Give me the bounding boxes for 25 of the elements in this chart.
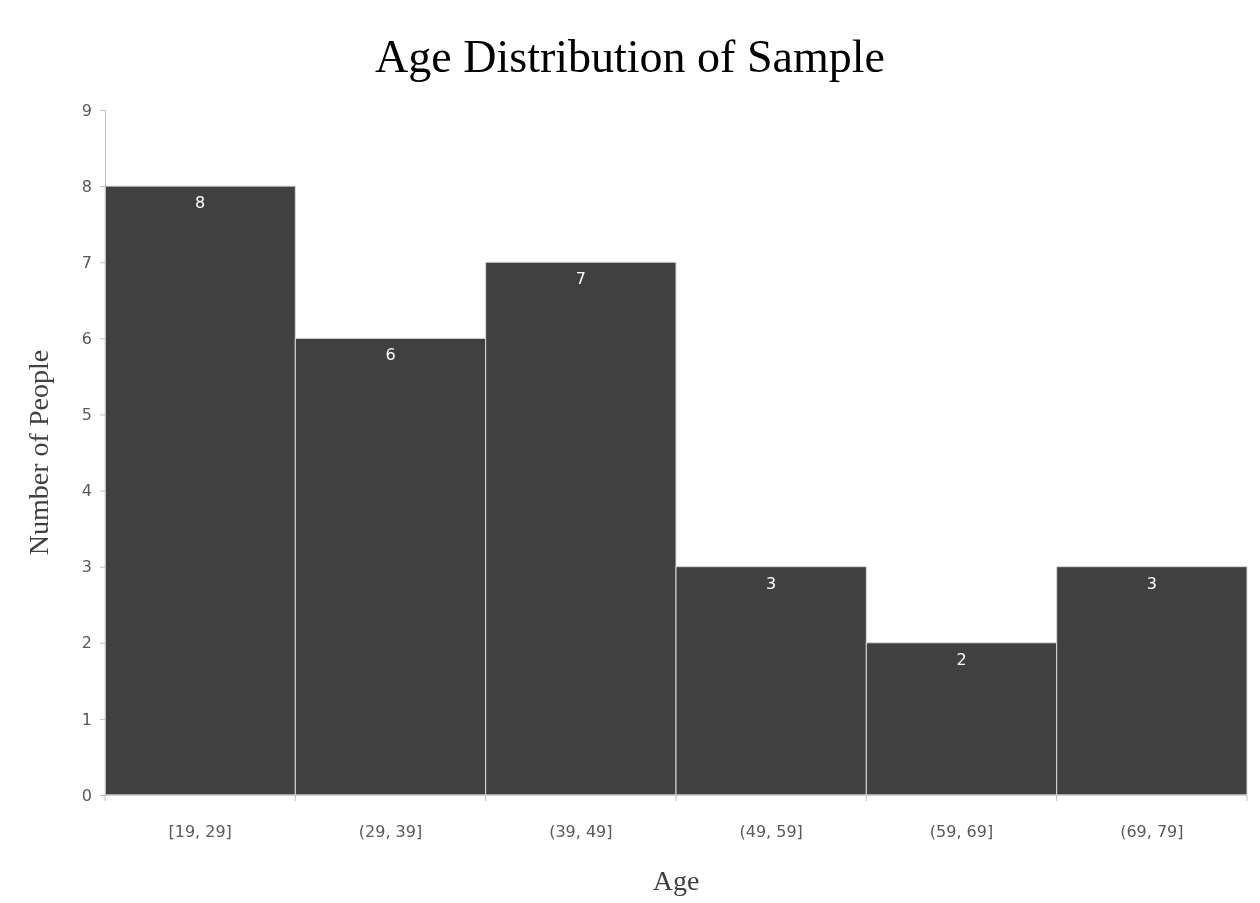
chart-title: Age Distribution of Sample [375, 31, 885, 82]
y-tick-label: 6 [81, 328, 92, 348]
x-tick-label: (39, 49] [549, 822, 613, 841]
data-label: 6 [385, 345, 396, 365]
y-tick-label: 0 [81, 785, 92, 805]
x-tick-label: (59, 69] [929, 822, 994, 841]
y-tick-label: 5 [81, 405, 92, 425]
data-label: 3 [1146, 573, 1157, 593]
data-label: 8 [195, 193, 206, 213]
y-tick-label: 3 [81, 557, 92, 577]
y-tick-label: 4 [81, 481, 92, 501]
data-label: 3 [766, 573, 777, 593]
y-tick-label: 1 [81, 709, 92, 729]
x-axis-title: Age [652, 865, 700, 896]
x-tick-label: (29, 39] [358, 822, 423, 841]
y-axis-title: Number of People [23, 349, 54, 556]
x-tick-label: (69, 79] [1120, 822, 1184, 841]
y-tick-label: 8 [81, 176, 92, 196]
data-label: 7 [575, 269, 586, 289]
y-tick-label: 7 [81, 252, 92, 272]
x-tick-label: (49, 59] [739, 822, 803, 841]
y-tick-label: 9 [81, 100, 92, 120]
y-tick-label: 2 [81, 633, 92, 653]
data-label: 2 [956, 649, 967, 669]
x-tick-label: [19, 29] [168, 822, 232, 841]
